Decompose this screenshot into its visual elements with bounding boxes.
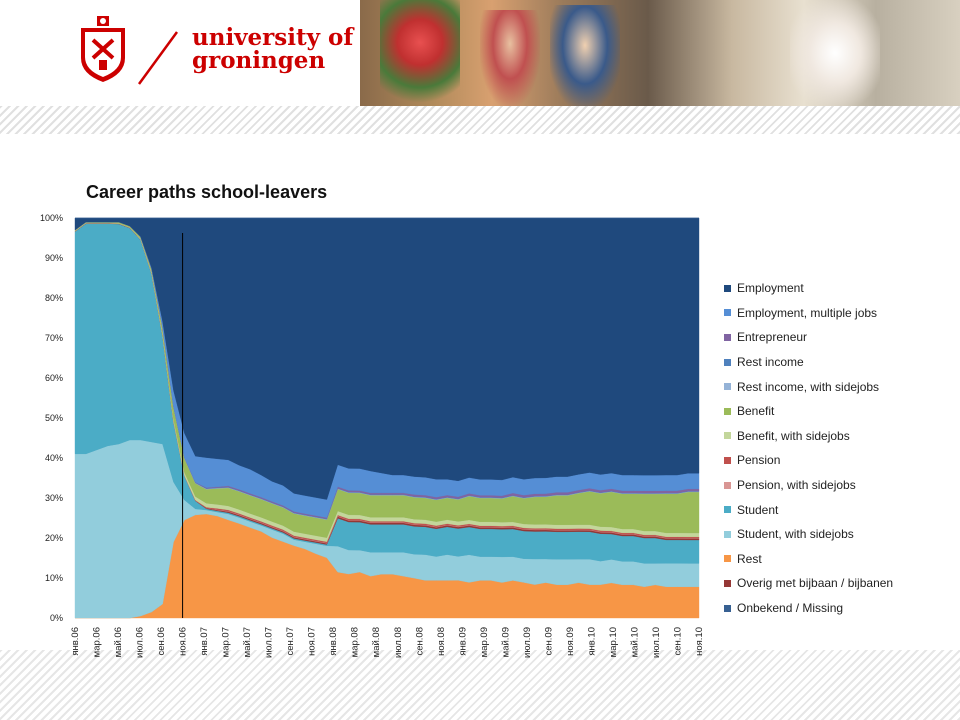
x-tick-label: ноя.08 bbox=[436, 627, 447, 656]
legend-swatch bbox=[724, 456, 731, 464]
x-tick-label: ноя.06 bbox=[178, 627, 189, 656]
legend-label: Rest income, with sidejobs bbox=[737, 379, 880, 394]
y-tick-label: 80% bbox=[45, 293, 63, 303]
legend-label: Pension, with sidejobs bbox=[737, 478, 856, 493]
legend-swatch bbox=[724, 555, 731, 563]
y-tick-label: 0% bbox=[50, 613, 63, 623]
logo-wordmark: university of groningen bbox=[192, 26, 353, 72]
x-tick-label: май.09 bbox=[500, 627, 511, 657]
legend-swatch bbox=[724, 358, 731, 366]
legend-swatch bbox=[724, 579, 731, 587]
legend-item: Benefit, with sidejobs bbox=[724, 424, 954, 449]
legend-label: Onbekend / Missing bbox=[737, 601, 844, 616]
x-tick-label: сен.10 bbox=[673, 627, 684, 656]
legend-label: Benefit, with sidejobs bbox=[737, 428, 850, 443]
x-tick-label: мар.06 bbox=[92, 627, 103, 657]
x-tick-label: май.07 bbox=[242, 627, 253, 657]
x-tick-label: янв.08 bbox=[328, 627, 339, 656]
y-tick-label: 50% bbox=[45, 413, 63, 423]
legend-item: Benefit bbox=[724, 399, 954, 424]
legend-swatch bbox=[724, 506, 731, 514]
legend-swatch bbox=[724, 284, 731, 292]
legend-swatch bbox=[724, 407, 731, 415]
legend-label: Benefit bbox=[737, 404, 775, 419]
header-banner: university of groningen bbox=[0, 0, 960, 106]
legend-label: Rest bbox=[737, 551, 762, 566]
legend-item: Overig met bijbaan / bijbanen bbox=[724, 571, 954, 596]
y-tick-label: 60% bbox=[45, 373, 63, 383]
legend-label: Employment bbox=[737, 281, 804, 296]
legend-swatch bbox=[724, 383, 731, 391]
legend-item: Employment, multiple jobs bbox=[724, 301, 954, 326]
x-tick-label: май.10 bbox=[629, 627, 640, 657]
x-tick-label: сен.06 bbox=[156, 627, 167, 656]
legend-item: Pension, with sidejobs bbox=[724, 473, 954, 498]
logo-line-2: groningen bbox=[192, 47, 326, 74]
legend-label: Entrepreneur bbox=[737, 330, 808, 345]
x-tick-label: янв.10 bbox=[586, 627, 597, 656]
header-photo bbox=[360, 0, 960, 106]
x-tick-label: май.08 bbox=[371, 627, 382, 657]
x-tick-label: янв.06 bbox=[70, 627, 81, 656]
legend-item: Employment bbox=[724, 276, 954, 301]
y-tick-label: 20% bbox=[45, 533, 63, 543]
legend-swatch bbox=[724, 432, 731, 440]
x-tick-label: мар.10 bbox=[608, 627, 619, 657]
legend-swatch bbox=[724, 604, 731, 612]
y-tick-label: 10% bbox=[45, 573, 63, 583]
x-tick-label: мар.07 bbox=[221, 627, 232, 657]
legend-item: Rest bbox=[724, 547, 954, 572]
legend-swatch bbox=[724, 481, 731, 489]
logo-line-1: university of bbox=[192, 24, 354, 51]
legend-label: Employment, multiple jobs bbox=[737, 305, 878, 320]
x-tick-label: янв.07 bbox=[199, 627, 210, 656]
legend-item: Pension bbox=[724, 448, 954, 473]
legend-label: Student bbox=[737, 502, 779, 517]
legend-swatch bbox=[724, 333, 731, 341]
logo-slash-icon bbox=[137, 31, 179, 85]
legend-label: Pension bbox=[737, 453, 781, 468]
x-tick-label: янв.09 bbox=[457, 627, 468, 656]
y-tick-label: 90% bbox=[45, 253, 63, 263]
x-tick-label: мар.08 bbox=[350, 627, 361, 657]
legend-item: Student, with sidejobs bbox=[724, 522, 954, 547]
legend-swatch bbox=[724, 309, 731, 317]
x-tick-label: сен.09 bbox=[543, 627, 554, 656]
university-logo[interactable]: university of groningen bbox=[75, 14, 355, 100]
bottom-stripe-band bbox=[0, 650, 960, 720]
x-tick-label: июл.08 bbox=[393, 627, 404, 658]
y-tick-label: 30% bbox=[45, 493, 63, 503]
x-tick-label: ноя.07 bbox=[307, 627, 318, 656]
y-tick-label: 100% bbox=[40, 213, 63, 223]
y-tick-label: 40% bbox=[45, 453, 63, 463]
legend-item: Onbekend / Missing bbox=[724, 596, 954, 621]
x-tick-label: май.06 bbox=[113, 627, 124, 657]
x-tick-label: сен.07 bbox=[285, 627, 296, 656]
x-tick-label: ноя.09 bbox=[565, 627, 576, 656]
x-tick-label: июл.10 bbox=[651, 627, 662, 658]
x-tick-label: ноя.10 bbox=[694, 627, 705, 656]
legend-label: Rest income bbox=[737, 355, 804, 370]
legend-item: Student bbox=[724, 497, 954, 522]
x-tick-label: июл.07 bbox=[264, 627, 275, 658]
y-tick-label: 70% bbox=[45, 333, 63, 343]
career-paths-chart: 0% 10% 20% 30% 40% 50% 60% 70% 80% 90% 100% янв.06 м… bbox=[40, 213, 705, 658]
x-tick-label: мар.09 bbox=[479, 627, 490, 657]
x-tick-label: сен.08 bbox=[414, 627, 425, 656]
legend-swatch bbox=[724, 530, 731, 538]
top-stripe-band bbox=[0, 106, 960, 134]
legend-item: Entrepreneur bbox=[724, 325, 954, 350]
x-tick-label: июл.06 bbox=[135, 627, 146, 658]
legend-item: Rest income, with sidejobs bbox=[724, 374, 954, 399]
legend-label: Student, with sidejobs bbox=[737, 527, 854, 542]
chart-title: Career paths school-leavers bbox=[86, 182, 328, 202]
crest-icon bbox=[81, 16, 125, 82]
x-tick-label: июл.09 bbox=[522, 627, 533, 658]
legend-item: Rest income bbox=[724, 350, 954, 375]
chart-legend: Employment Employment, multiple jobs Entre… bbox=[724, 276, 954, 620]
legend-label: Overig met bijbaan / bijbanen bbox=[737, 576, 894, 591]
